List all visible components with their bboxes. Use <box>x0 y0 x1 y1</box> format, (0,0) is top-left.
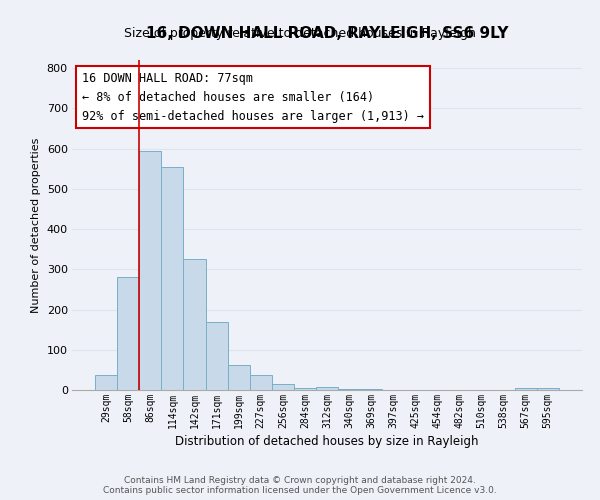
Y-axis label: Number of detached properties: Number of detached properties <box>31 138 41 312</box>
Bar <box>206 322 227 390</box>
Text: Contains HM Land Registry data © Crown copyright and database right 2024.
Contai: Contains HM Land Registry data © Crown c… <box>103 476 497 495</box>
Bar <box>161 168 184 390</box>
Text: 16 DOWN HALL ROAD: 77sqm
← 8% of detached houses are smaller (164)
92% of semi-d: 16 DOWN HALL ROAD: 77sqm ← 8% of detache… <box>82 72 424 122</box>
Bar <box>139 150 161 390</box>
Bar <box>360 389 382 390</box>
Bar <box>272 384 294 390</box>
Bar <box>95 374 117 390</box>
Bar <box>117 278 139 390</box>
Bar <box>184 259 206 390</box>
Title: 16, DOWN HALL ROAD, RAYLEIGH, SS6 9LY: 16, DOWN HALL ROAD, RAYLEIGH, SS6 9LY <box>146 26 508 41</box>
Bar <box>250 374 272 390</box>
Bar <box>294 388 316 390</box>
Bar <box>227 364 250 390</box>
Bar <box>338 389 360 390</box>
X-axis label: Distribution of detached houses by size in Rayleigh: Distribution of detached houses by size … <box>175 435 479 448</box>
Text: Size of property relative to detached houses in Rayleigh: Size of property relative to detached ho… <box>124 28 476 40</box>
Bar <box>515 388 537 390</box>
Bar <box>316 387 338 390</box>
Bar <box>537 388 559 390</box>
